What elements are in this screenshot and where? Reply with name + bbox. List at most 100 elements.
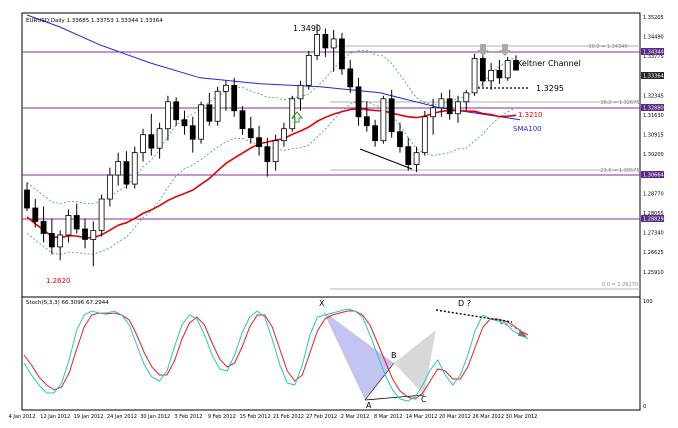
candle bbox=[421, 110, 428, 156]
stoch-signal-line bbox=[23, 310, 529, 400]
high-price-label: 1.3490 bbox=[293, 24, 321, 33]
date-tick-label: 19 Jan 2012 bbox=[74, 414, 104, 420]
candle bbox=[405, 137, 412, 171]
price-tick-label: 1.30915 bbox=[643, 133, 664, 139]
candlesticks bbox=[24, 23, 519, 267]
candle bbox=[380, 95, 387, 144]
candle bbox=[173, 97, 180, 126]
candle bbox=[148, 113, 155, 156]
stoch-label-b: B bbox=[391, 351, 397, 360]
pattern-fill-xab bbox=[323, 311, 394, 400]
candle bbox=[256, 125, 262, 156]
candle bbox=[115, 152, 122, 186]
candle bbox=[73, 203, 80, 234]
candle bbox=[388, 89, 395, 138]
candle bbox=[413, 146, 420, 173]
candle bbox=[272, 134, 279, 171]
price-tick-label: 1.33775 bbox=[643, 54, 664, 60]
price-tick-label: 1.28770 bbox=[643, 191, 664, 197]
candle bbox=[189, 116, 196, 153]
price-tick-label: 1.32345 bbox=[643, 93, 664, 99]
candle bbox=[65, 209, 72, 243]
candle bbox=[24, 182, 30, 212]
fib-label-0: 0.0 = 1.26270 bbox=[602, 282, 638, 288]
candle bbox=[214, 86, 221, 126]
keltner-band bbox=[26, 100, 517, 255]
candle bbox=[181, 110, 188, 135]
divergence-arrow-icon bbox=[499, 322, 525, 335]
candle bbox=[140, 128, 146, 162]
svg-text:1.30664: 1.30664 bbox=[643, 173, 664, 179]
date-tick-label: 30 Mar 2012 bbox=[506, 414, 538, 420]
price-marker-box: 1.30664 bbox=[641, 171, 664, 179]
price-tick-label: 1.35205 bbox=[643, 15, 664, 21]
candle bbox=[322, 28, 329, 57]
candle bbox=[438, 92, 445, 117]
keltner-label: Keltner Channel bbox=[517, 59, 581, 68]
date-axis: 4 Jan 2012 12 Jan 2012 19 Jan 2012 24 Jan 2… bbox=[9, 414, 538, 420]
date-tick-label: 8 Mar 2012 bbox=[374, 414, 403, 420]
sma100-line bbox=[26, 14, 521, 121]
up-arrow-icon bbox=[290, 111, 304, 123]
candle bbox=[446, 89, 453, 120]
candle bbox=[156, 122, 163, 159]
candle bbox=[206, 92, 213, 126]
candle bbox=[281, 122, 287, 147]
fib-label-50: 50.0 = 1.34340 bbox=[588, 44, 627, 50]
candle bbox=[297, 80, 304, 111]
candle bbox=[123, 151, 130, 189]
fib-label-236: 23.6 = 1.30575 bbox=[600, 168, 639, 174]
stoch-header: Stoch(5,3,3) 66.3096 67.2944 bbox=[26, 300, 109, 306]
candle bbox=[339, 32, 345, 75]
candle bbox=[355, 77, 362, 126]
candle bbox=[504, 56, 511, 81]
stoch-label-c: C bbox=[421, 395, 427, 404]
svg-text:1.33364: 1.33364 bbox=[643, 74, 664, 80]
stoch-main-line bbox=[23, 308, 529, 402]
ma-value-label: 1.3210 bbox=[518, 111, 543, 119]
price-marker-box: 1.34344 bbox=[641, 48, 664, 56]
candle bbox=[488, 62, 495, 90]
date-tick-label: 24 Jan 2012 bbox=[107, 414, 137, 420]
candle bbox=[430, 98, 437, 135]
svg-text:1.34344: 1.34344 bbox=[643, 50, 664, 56]
price-marker-box: 1.33364 bbox=[641, 72, 664, 80]
candle bbox=[479, 53, 486, 87]
stoch-label-x: X bbox=[319, 299, 325, 308]
price-tick-label: 1.34490 bbox=[643, 35, 664, 41]
date-tick-label: 27 Feb 2012 bbox=[306, 414, 337, 420]
date-tick-label: 3 Feb 2012 bbox=[175, 414, 203, 420]
candle bbox=[247, 116, 254, 144]
price-tick-label: 1.26625 bbox=[643, 250, 664, 256]
candle bbox=[463, 89, 470, 111]
pattern-line-a-b bbox=[364, 362, 395, 401]
candle bbox=[90, 221, 97, 267]
price-axis-markers: 1.34344 1.33364 1.32880 1.30664 1.28829 bbox=[641, 48, 664, 223]
candle bbox=[372, 119, 379, 147]
price-marker-box: 1.28829 bbox=[641, 215, 664, 223]
date-tick-label: 14 Mar 2012 bbox=[406, 414, 438, 420]
candle bbox=[98, 194, 105, 237]
trendline-lower bbox=[359, 148, 413, 170]
level-1-3295-label: 1.3295 bbox=[536, 84, 564, 93]
price-tick-label: 1.30200 bbox=[643, 152, 664, 158]
candle bbox=[330, 29, 337, 72]
price-tick-label: 1.31630 bbox=[643, 113, 664, 119]
candle bbox=[305, 50, 312, 90]
price-marker-box: 1.32880 bbox=[641, 104, 664, 112]
candle bbox=[363, 101, 370, 132]
arrow-head-icon bbox=[518, 329, 527, 337]
candle bbox=[239, 106, 246, 135]
divergence-dotted-line bbox=[435, 309, 513, 323]
candle bbox=[231, 77, 238, 117]
date-tick-label: 2 Mar 2012 bbox=[341, 414, 370, 420]
candle bbox=[82, 218, 88, 249]
low-price-label: 1.2620 bbox=[46, 277, 71, 285]
date-tick-label: 26 Mar 2012 bbox=[472, 414, 504, 420]
candle bbox=[198, 101, 204, 144]
price-tick-label: 1.27340 bbox=[643, 231, 664, 237]
date-tick-label: 20 Mar 2012 bbox=[439, 414, 471, 420]
down-arrow-icon bbox=[477, 44, 489, 56]
candle bbox=[106, 167, 113, 207]
